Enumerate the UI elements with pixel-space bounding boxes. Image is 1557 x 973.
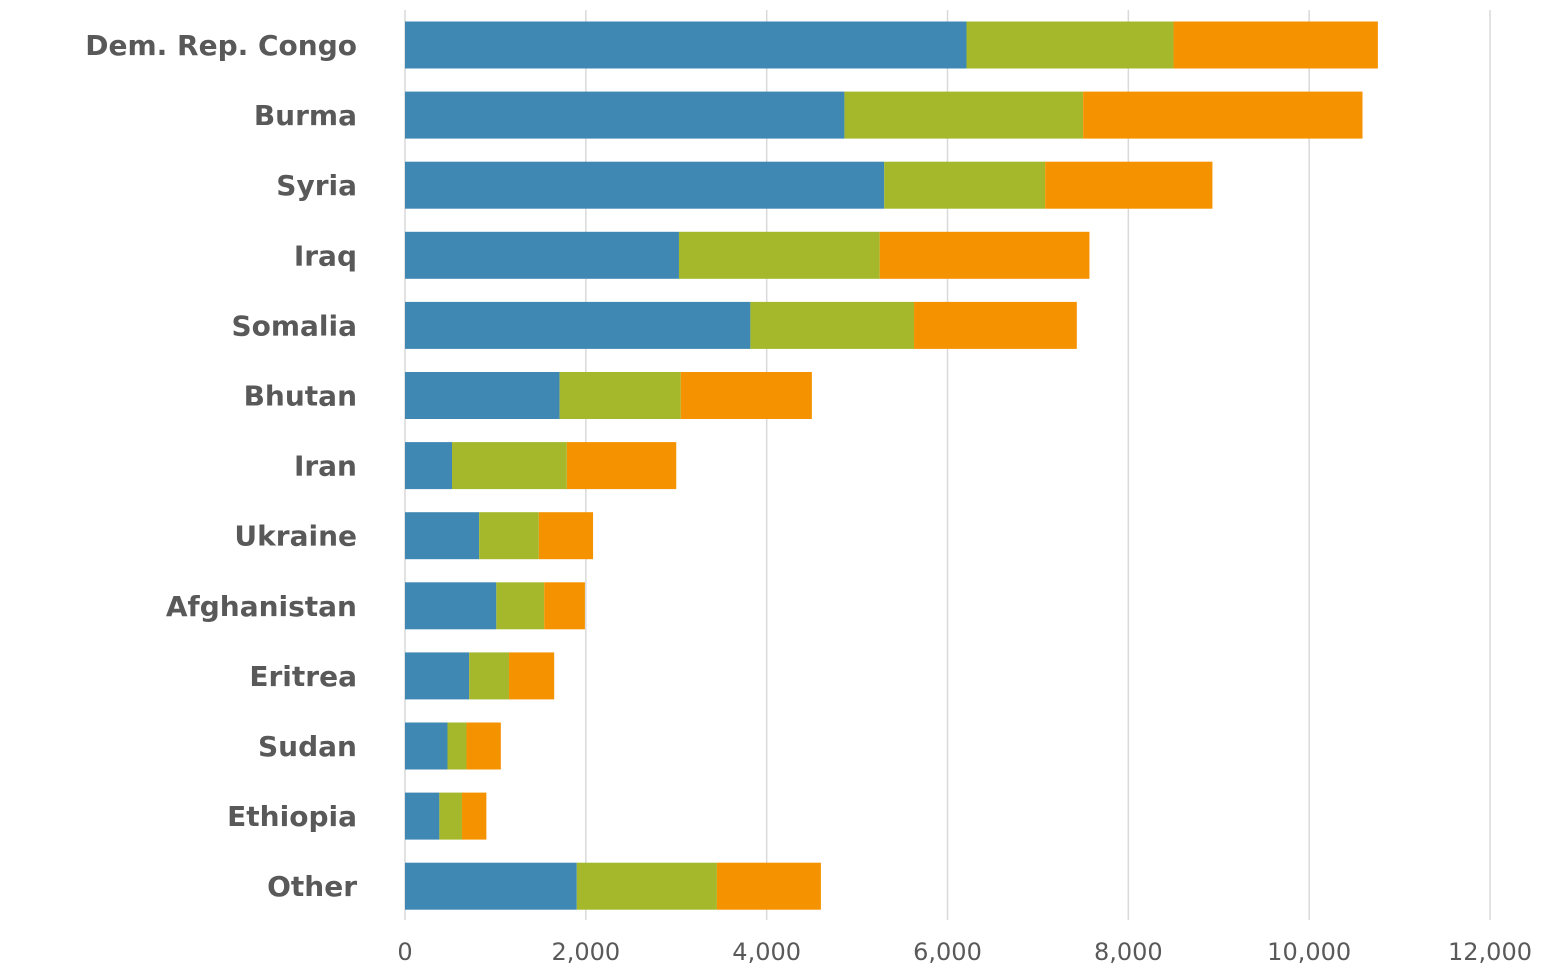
bar-segment-3 <box>1045 161 1213 209</box>
bars <box>405 21 1378 910</box>
bar-segment-3 <box>538 512 594 560</box>
bar-segment-3 <box>680 372 812 419</box>
x-tick-label: 0 <box>397 938 412 966</box>
bar-segment-1 <box>405 442 453 490</box>
bar-segment-2 <box>479 512 539 560</box>
category-label: Afghanistan <box>166 590 357 623</box>
bar-segment-1 <box>405 862 577 910</box>
bar-segment-2 <box>884 161 1046 209</box>
x-tick-label: 4,000 <box>732 938 801 966</box>
bar-segment-1 <box>405 582 497 630</box>
category-label: Dem. Rep. Congo <box>85 29 357 62</box>
bar-segment-3 <box>879 231 1090 279</box>
bar-segment-3 <box>716 862 821 910</box>
category-label: Iraq <box>294 239 357 272</box>
category-label: Burma <box>254 99 357 132</box>
category-label: Sudan <box>258 730 357 763</box>
x-tick-label: 10,000 <box>1267 938 1351 966</box>
bar-segment-3 <box>1173 21 1378 69</box>
x-axis-tick-labels: 0 2,000 4,000 6,000 8,000 10,000 12,000 <box>397 938 1532 966</box>
bar-segment-2 <box>750 301 915 349</box>
category-label: Eritrea <box>249 660 357 693</box>
bar-segment-1 <box>405 722 448 770</box>
bar-segment-3 <box>466 722 501 770</box>
x-tick-label: 2,000 <box>551 938 620 966</box>
bar-segment-2 <box>496 582 545 630</box>
gridlines <box>404 10 1491 920</box>
category-label: Ukraine <box>234 520 357 553</box>
bar-segment-2 <box>844 91 1084 139</box>
bar-segment-1 <box>405 652 470 700</box>
bar-segment-2 <box>576 862 717 910</box>
category-label: Syria <box>276 169 357 202</box>
bar-segment-1 <box>405 231 679 279</box>
category-label: Ethiopia <box>227 800 357 833</box>
bar-segment-1 <box>405 161 885 209</box>
bar-segment-3 <box>566 442 677 490</box>
category-label: Somalia <box>231 309 357 342</box>
category-label: Other <box>267 870 357 903</box>
category-label: Bhutan <box>244 380 357 413</box>
bar-segment-1 <box>405 21 967 69</box>
x-tick-label: 12,000 <box>1448 938 1532 966</box>
bar-segment-1 <box>405 512 480 560</box>
x-tick-label: 8,000 <box>1094 938 1163 966</box>
bar-segment-2 <box>439 792 462 840</box>
bar-segment-1 <box>405 91 845 139</box>
bar-segment-2 <box>678 231 880 279</box>
category-label: Iran <box>294 450 357 483</box>
bar-segment-1 <box>405 301 751 349</box>
bar-segment-2 <box>452 442 567 490</box>
bar-segment-2 <box>469 652 509 700</box>
x-tick-label: 6,000 <box>913 938 982 966</box>
bar-segment-2 <box>966 21 1174 69</box>
bar-segment-1 <box>405 792 440 840</box>
bar-segment-3 <box>461 792 487 840</box>
bar-segment-3 <box>914 301 1077 349</box>
category-labels: Dem. Rep. Congo Burma Syria Iraq Somalia Bhut… <box>85 29 357 903</box>
bar-segment-3 <box>508 652 555 700</box>
bar-segment-3 <box>544 582 585 630</box>
bar-segment-3 <box>1083 91 1363 139</box>
bar-segment-1 <box>405 372 560 419</box>
bar-segment-2 <box>447 722 467 770</box>
bar-segment-2 <box>559 372 681 419</box>
